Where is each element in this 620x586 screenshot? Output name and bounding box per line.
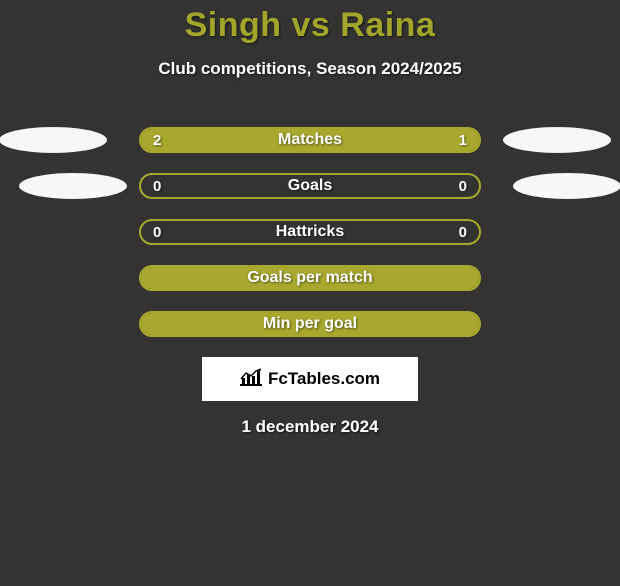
bar-label: Min per goal: [141, 315, 479, 333]
stat-row: Min per goal: [0, 301, 620, 347]
left-ellipse: [19, 173, 127, 199]
stat-bar: Goals per match: [139, 265, 481, 291]
stat-row: 00Hattricks: [0, 209, 620, 255]
stat-bar: 21Matches: [139, 127, 481, 153]
right-ellipse: [503, 127, 611, 153]
bar-label: Goals: [141, 177, 479, 195]
date-label: 1 december 2024: [0, 417, 620, 437]
page-title: Singh vs Raina: [0, 6, 620, 45]
brand-chart-icon: [240, 368, 262, 391]
stat-row: Goals per match: [0, 255, 620, 301]
bar-label: Matches: [141, 131, 479, 149]
stat-bar: 00Goals: [139, 173, 481, 199]
stat-row: 00Goals: [0, 163, 620, 209]
right-ellipse: [513, 173, 620, 199]
stat-row: 21Matches: [0, 117, 620, 163]
stat-bar: Min per goal: [139, 311, 481, 337]
bar-label: Hattricks: [141, 223, 479, 241]
brand-text: FcTables.com: [268, 369, 380, 389]
left-ellipse: [0, 127, 107, 153]
stat-rows: 21Matches 00Goals 00Hattricks Goals per mat…: [0, 117, 620, 347]
bar-label: Goals per match: [141, 269, 479, 287]
brand-box: FcTables.com: [202, 357, 418, 401]
page-subtitle: Club competitions, Season 2024/2025: [0, 59, 620, 79]
stat-bar: 00Hattricks: [139, 219, 481, 245]
